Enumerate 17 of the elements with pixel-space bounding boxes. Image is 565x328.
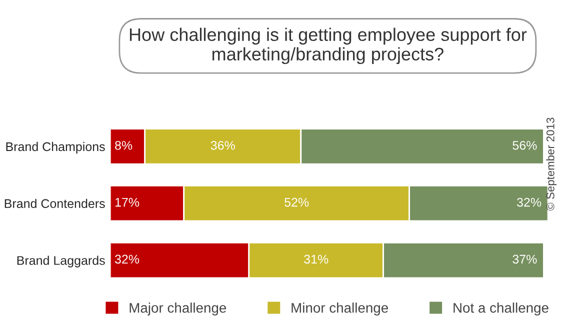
- y-tick-label: Brand Champions: [6, 142, 105, 154]
- annotation: © September 2013: [546, 118, 557, 211]
- legend-label: Minor challenge: [292, 302, 388, 316]
- data-label: 32%: [114, 254, 140, 264]
- data-label: 17%: [115, 198, 140, 207]
- data-label: 37%: [512, 254, 537, 264]
- y-tick-label: Brand Laggards: [17, 256, 105, 268]
- data-label: 8%: [115, 140, 132, 150]
- data-label: 52%: [284, 198, 309, 207]
- data-label: 32%: [517, 198, 542, 207]
- chart-title: How challenging is it getting employee support for marketing/branding projects?: [130, 28, 527, 64]
- data-label: 36%: [210, 140, 235, 150]
- legend-label: Not a challenge: [454, 302, 548, 316]
- data-label: 31%: [304, 254, 328, 264]
- data-label: 56%: [512, 140, 537, 150]
- y-tick-label: Brand Contenders: [4, 198, 105, 208]
- legend-label: Major challenge: [130, 302, 226, 316]
